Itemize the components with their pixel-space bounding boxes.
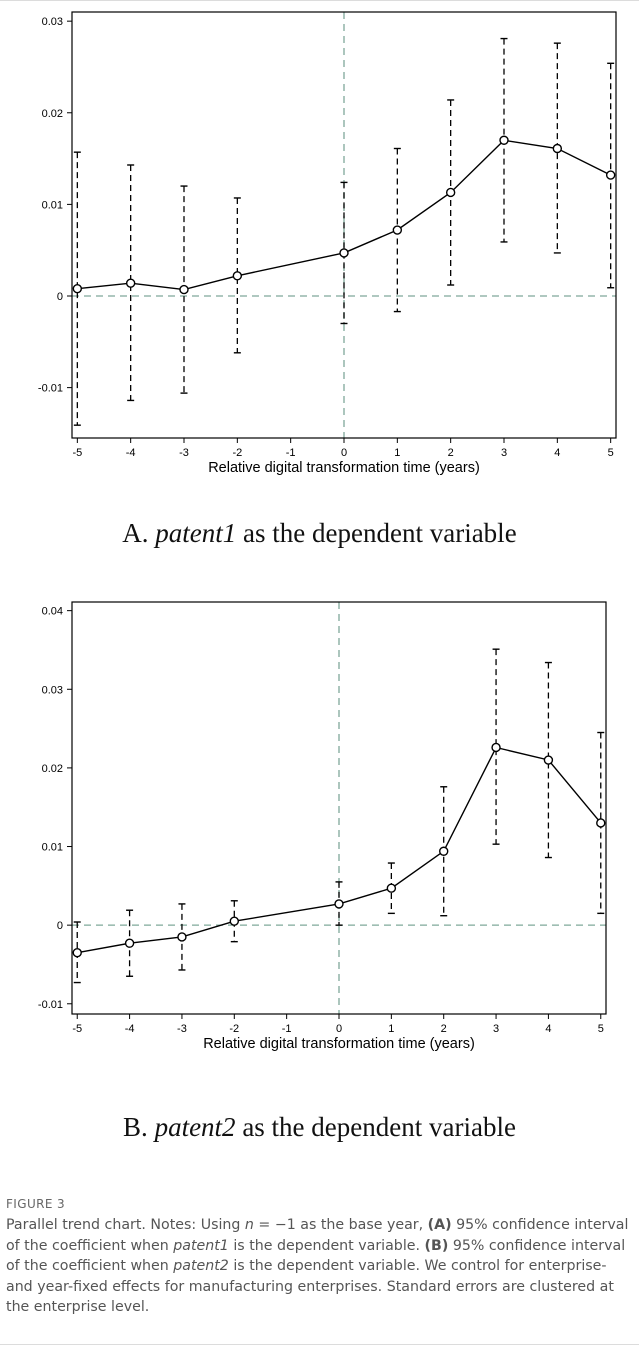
- coefficient-point: [439, 846, 449, 856]
- coefficient-point: [124, 938, 135, 948]
- coefficient-point: [232, 271, 243, 281]
- y-tick-label: 0: [57, 291, 63, 303]
- x-tick-label: 4: [545, 1023, 551, 1035]
- coefficient-point: [392, 225, 403, 235]
- coefficient-point: [445, 187, 456, 198]
- x-tick-label: -2: [229, 1023, 239, 1035]
- coefficient-point: [543, 755, 554, 765]
- y-tick-label: -0.01: [38, 383, 63, 395]
- y-tick-label: 0.03: [42, 684, 63, 696]
- x-axis-label: Relative digital transformation time (ye…: [208, 460, 480, 476]
- x-axis-label: Relative digital transformation time (ye…: [203, 1036, 475, 1052]
- x-tick-label: -2: [232, 447, 242, 459]
- x-tick-label: 0: [341, 447, 347, 459]
- coefficient-point: [229, 916, 239, 926]
- y-tick-label: 0.01: [42, 199, 63, 211]
- x-tick-label: -3: [179, 447, 189, 459]
- panel-b-subtitle: B. patent2 as the dependent variable: [123, 1112, 516, 1142]
- x-tick-label: -3: [177, 1023, 187, 1035]
- x-tick-label: 2: [448, 447, 454, 459]
- x-tick-label: -5: [72, 447, 82, 459]
- coefficient-point: [386, 883, 397, 893]
- x-tick-label: 1: [394, 447, 400, 459]
- y-tick-label: 0.04: [42, 606, 63, 618]
- x-tick-label: 5: [608, 447, 614, 459]
- x-tick-label: 4: [554, 447, 560, 459]
- coefficient-point: [499, 135, 509, 145]
- x-tick-label: -1: [282, 1023, 292, 1035]
- x-tick-label: -4: [125, 1023, 135, 1035]
- coefficient-point: [605, 170, 616, 180]
- chart-panel-b: -0.01 0 0.01 0.02 0.03 0.04 -5 -4 -3 -2 -1 0 1 2 3 4 5 Re…: [38, 601, 607, 1052]
- figure-label: FIGURE 3: [6, 1197, 66, 1211]
- coefficient-point: [596, 818, 606, 828]
- x-tick-label: 1: [388, 1023, 394, 1035]
- y-tick-label: 0.02: [42, 763, 63, 775]
- y-tick-label: 0.03: [42, 16, 63, 28]
- y-tick-label: -0.01: [38, 999, 63, 1011]
- coefficient-line: [77, 139, 612, 291]
- x-tick-label: 5: [598, 1023, 604, 1035]
- x-tick-label: 3: [501, 447, 507, 459]
- chart-panel-a: -0.01 0 0.01 0.02 0.03 -5 -4 -3 -2 -1 0 1 2 3 4 5 Relati…: [38, 11, 617, 476]
- coefficient-point: [339, 248, 349, 258]
- figure-caption: Parallel trend chart. Notes: Using n = −…: [6, 1217, 629, 1315]
- x-tick-label: -1: [286, 447, 296, 459]
- coefficient-point: [125, 278, 136, 288]
- y-tick-label: 0.02: [42, 108, 63, 120]
- y-tick-label: 0: [57, 920, 63, 932]
- coefficient-point: [334, 899, 344, 909]
- coefficient-line: [77, 746, 602, 954]
- x-tick-label: 2: [441, 1023, 447, 1035]
- coefficient-point: [179, 284, 189, 295]
- coefficient-point: [72, 947, 82, 958]
- y-tick-label: 0.01: [42, 842, 63, 854]
- x-tick-label: 3: [493, 1023, 499, 1035]
- bottom-divider: [0, 1344, 639, 1345]
- coefficient-point: [177, 932, 187, 942]
- x-tick-label: -5: [72, 1023, 82, 1035]
- coefficient-point: [72, 283, 83, 294]
- top-divider: [0, 0, 639, 1]
- x-tick-label: 0: [336, 1023, 342, 1035]
- coefficient-point: [552, 143, 563, 154]
- panel-a-subtitle: A. patent1 as the dependent variable: [122, 518, 517, 548]
- x-tick-label: -4: [126, 447, 136, 459]
- coefficient-point: [491, 742, 501, 753]
